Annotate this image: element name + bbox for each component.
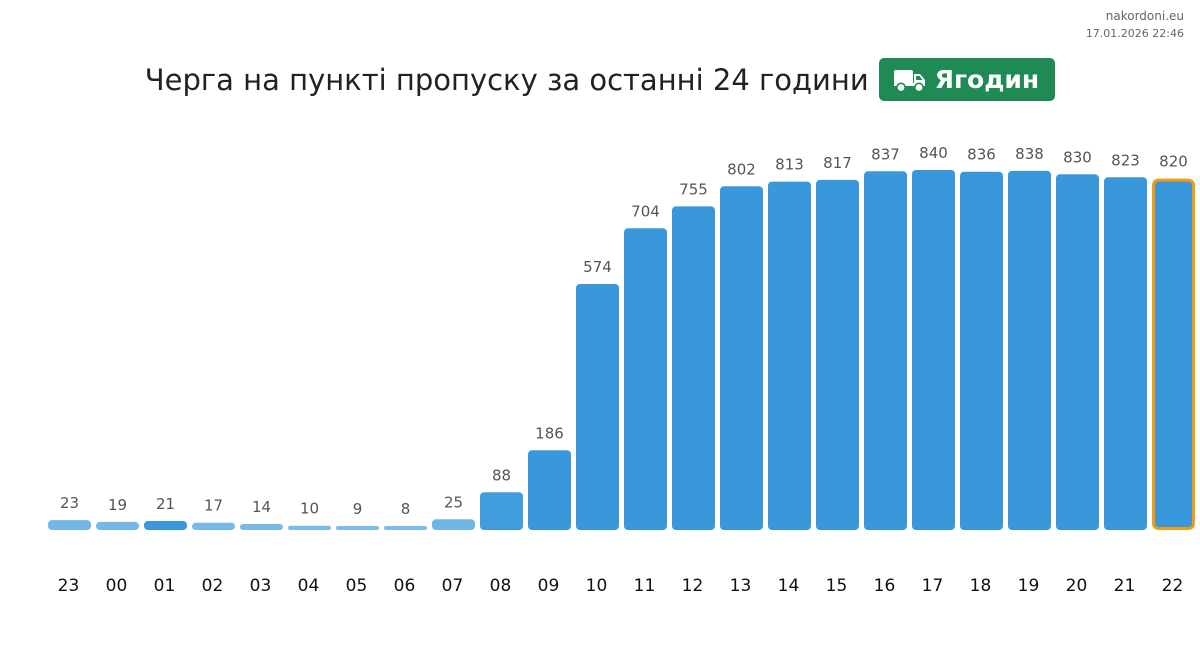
bar-value-label: 755: [679, 180, 708, 198]
bar-value-label: 10: [300, 500, 319, 518]
bar: [624, 228, 667, 531]
timestamp: 17.01.2026 22:46: [1085, 27, 1184, 40]
x-tick-label: 05: [346, 576, 368, 596]
bar: [144, 521, 187, 530]
bar: [240, 524, 283, 530]
bar-value-label: 704: [631, 202, 660, 220]
bar: [288, 525, 331, 530]
bar: [336, 526, 379, 530]
bar-value-label: 820: [1159, 153, 1188, 171]
bar: [96, 521, 139, 530]
x-tick-label: 13: [730, 576, 752, 596]
bar: [864, 171, 907, 531]
bar-value-label: 9: [353, 500, 363, 518]
x-tick-label: 23: [58, 576, 80, 596]
bar: [192, 522, 235, 530]
bar: [528, 450, 571, 530]
x-tick-label: 03: [250, 576, 272, 596]
bar: [384, 526, 427, 530]
bar-value-label: 817: [823, 154, 852, 172]
bar: [672, 206, 715, 530]
bar: [768, 181, 811, 531]
bar-value-label: 23: [60, 494, 79, 512]
bar: [48, 520, 91, 530]
bar: [1056, 174, 1099, 531]
bar-value-label: 838: [1015, 145, 1044, 163]
bar: [1008, 170, 1051, 530]
site-domain: nakordoni.eu: [1105, 9, 1184, 23]
x-tick-label: 09: [538, 576, 560, 596]
x-tick-label: 07: [442, 576, 464, 596]
bar-value-label: 25: [444, 493, 463, 511]
checkpoint-name: Ягодин: [934, 65, 1040, 94]
bar-value-label: 574: [583, 258, 612, 276]
chart-title: Черга на пункті пропуску за останні 24 г…: [144, 62, 869, 97]
x-tick-label: 01: [154, 576, 176, 596]
bar: [720, 186, 763, 531]
chart-header: Черга на пункті пропуску за останні 24 г…: [0, 58, 1200, 101]
x-tick-label: 06: [394, 576, 416, 596]
bar-value-label: 802: [727, 160, 756, 178]
x-tick-label: 21: [1114, 576, 1136, 596]
bar: [576, 284, 619, 530]
checkpoint-badge: Ягодин: [878, 58, 1056, 101]
x-tick-label: 15: [826, 576, 848, 596]
x-tick-label: 17: [922, 576, 944, 596]
bar-value-label: 21: [156, 495, 175, 513]
x-tick-label: 00: [106, 576, 128, 596]
bar-value-label: 186: [535, 424, 564, 442]
bar-value-label: 8: [401, 500, 411, 518]
bar-value-label: 14: [252, 498, 271, 516]
bar: [432, 519, 475, 530]
bar: [912, 170, 955, 530]
x-tick-label: 20: [1066, 576, 1088, 596]
x-tick-label: 02: [202, 576, 224, 596]
bar-value-label: 836: [967, 146, 996, 164]
x-tick-label: 14: [778, 576, 800, 596]
bar-value-label: 840: [919, 144, 948, 162]
x-tick-label: 12: [682, 576, 704, 596]
x-tick-label: 04: [298, 576, 320, 596]
bar-value-label: 813: [775, 156, 804, 174]
x-tick-label: 08: [490, 576, 512, 596]
x-tick-label: 16: [874, 576, 896, 596]
x-tick-label: 22: [1162, 576, 1184, 596]
bar-value-label: 88: [492, 466, 511, 484]
x-tick-label: 10: [586, 576, 608, 596]
bar: [1104, 177, 1147, 531]
site-info: nakordoni.eu 17.01.2026 22:46: [1086, 9, 1184, 41]
bar-value-label: 837: [871, 145, 900, 163]
bar-value-label: 823: [1111, 151, 1140, 169]
x-tick-label: 19: [1018, 576, 1040, 596]
bar-value-label: 19: [108, 496, 127, 514]
x-tick-label: 11: [634, 576, 656, 596]
bar: [960, 171, 1003, 530]
x-tick-label: 18: [970, 576, 992, 596]
bar-value-label: 17: [204, 497, 223, 515]
bar: [816, 179, 859, 530]
truck-icon: [893, 69, 925, 92]
bar-current: [1152, 178, 1195, 530]
bar-value-label: 830: [1063, 148, 1092, 166]
bar: [480, 492, 523, 530]
